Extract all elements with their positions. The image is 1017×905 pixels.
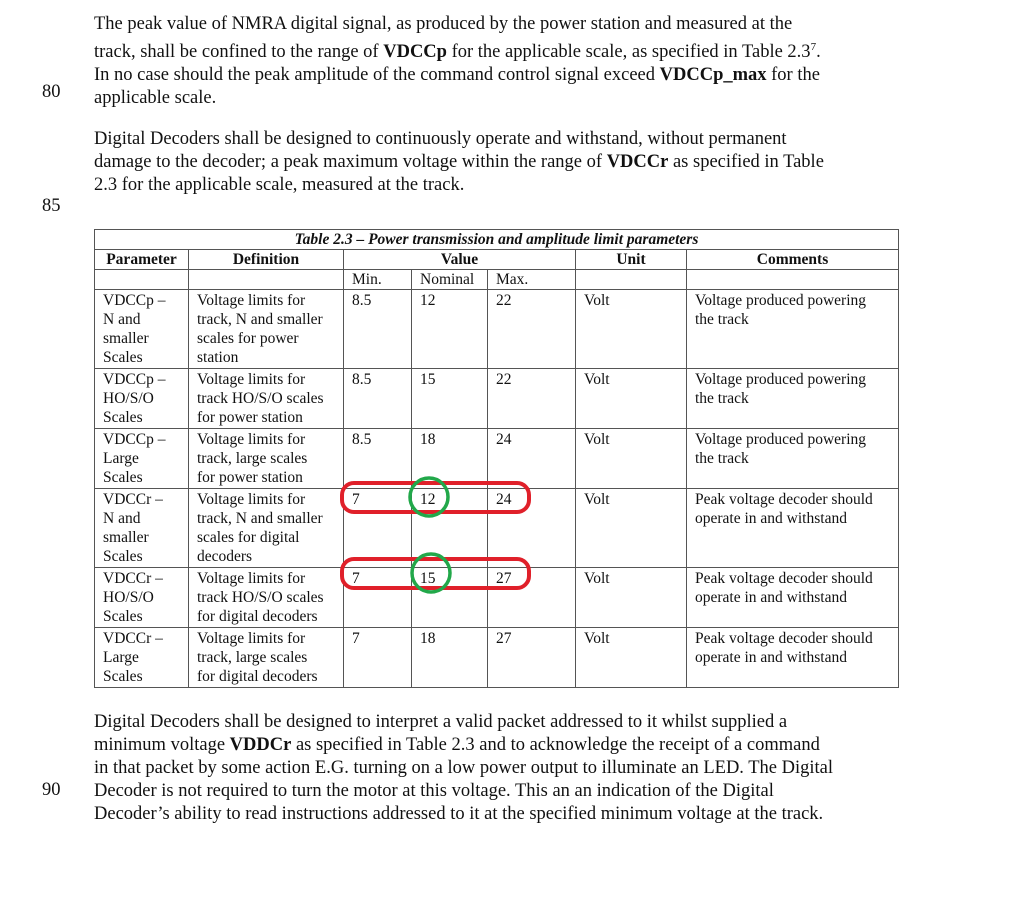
cell-min: 7 xyxy=(343,567,412,628)
text-line: Digital Decoders shall be designed to in… xyxy=(94,712,788,732)
empty-cell xyxy=(188,269,344,290)
line-number: 90 xyxy=(42,780,61,800)
text-line: minimum voltage VDDCr as specified in Ta… xyxy=(94,735,820,755)
empty-cell xyxy=(575,269,687,290)
cell-definition: Voltage limits for track HO/S/O scales f… xyxy=(188,567,344,628)
cell-nominal: 18 xyxy=(411,627,488,688)
cell-parameter: VDCCr – Large Scales xyxy=(94,627,189,688)
cell-max: 22 xyxy=(487,368,576,429)
subheader-nominal: Nominal xyxy=(411,269,488,290)
table-row: VDCCr – N and smaller Scales Voltage limi… xyxy=(94,488,899,568)
cell-max: 27 xyxy=(487,567,576,628)
text-line: In no case should the peak amplitude of … xyxy=(94,65,820,86)
cell-parameter: VDCCp – N and smaller Scales xyxy=(94,289,189,369)
cell-definition: Voltage limits for track, large scales f… xyxy=(188,627,344,688)
paragraph-decoder-withstand: Digital Decoders shall be designed to co… xyxy=(94,128,824,197)
text-line: Decoder’s ability to read instructions a… xyxy=(94,804,824,824)
cell-max: 27 xyxy=(487,627,576,688)
cell-max: 24 xyxy=(487,428,576,489)
cell-nominal: 12 xyxy=(411,289,488,369)
cell-parameter: VDCCr – HO/S/O Scales xyxy=(94,567,189,628)
header-definition: Definition xyxy=(188,249,344,270)
cell-min: 7 xyxy=(343,627,412,688)
text-line: 2.3 for the applicable scale, measured a… xyxy=(94,175,465,195)
text-line: damage to the decoder; a peak maximum vo… xyxy=(94,152,824,172)
cell-max: 24 xyxy=(487,488,576,568)
text-line: applicable scale. xyxy=(94,88,217,109)
cell-max: 22 xyxy=(487,289,576,369)
cell-definition: Voltage limits for track, N and smaller … xyxy=(188,488,344,568)
subheader-max: Max. xyxy=(487,269,576,290)
header-parameter: Parameter xyxy=(94,249,189,270)
cell-unit: Volt xyxy=(575,428,687,489)
cell-min: 8.5 xyxy=(343,368,412,429)
cell-definition: Voltage limits for track, N and smaller … xyxy=(188,289,344,369)
cell-unit: Volt xyxy=(575,627,687,688)
cell-unit: Volt xyxy=(575,368,687,429)
text-line: Decoder is not required to turn the moto… xyxy=(94,781,774,801)
table-header-row: Parameter Definition Value Unit Comments xyxy=(94,249,899,270)
line-number: 80 xyxy=(42,82,61,102)
text-line: in that packet by some action E.G. turni… xyxy=(94,758,833,778)
paragraph-minimum-voltage: Digital Decoders shall be designed to in… xyxy=(94,711,833,826)
text-line: Digital Decoders shall be designed to co… xyxy=(94,129,787,149)
header-unit: Unit xyxy=(575,249,687,270)
cell-definition: Voltage limits for track, large scales f… xyxy=(188,428,344,489)
cell-definition: Voltage limits for track HO/S/O scales f… xyxy=(188,368,344,429)
table-row: VDCCr – Large Scales Voltage limits for t… xyxy=(94,627,899,688)
cell-comments: Voltage produced powering the track xyxy=(686,368,899,429)
table-row: VDCCp – Large Scales Voltage limits for t… xyxy=(94,428,899,489)
cell-parameter: VDCCp – Large Scales xyxy=(94,428,189,489)
power-limits-table: Table 2.3 – Power transmission and ampli… xyxy=(94,229,899,688)
cell-min: 8.5 xyxy=(343,289,412,369)
text-line: The peak value of NMRA digital signal, a… xyxy=(94,14,793,34)
cell-nominal: 12 xyxy=(411,488,488,568)
empty-cell xyxy=(94,269,189,290)
table-row: VDCCr – HO/S/O Scales Voltage limits for … xyxy=(94,567,899,628)
subheader-min: Min. xyxy=(343,269,412,290)
cell-comments: Peak voltage decoder should operate in a… xyxy=(686,627,899,688)
cell-unit: Volt xyxy=(575,289,687,369)
cell-parameter: VDCCp – HO/S/O Scales xyxy=(94,368,189,429)
cell-nominal: 15 xyxy=(411,567,488,628)
cell-parameter: VDCCr – N and smaller Scales xyxy=(94,488,189,568)
cell-comments: Peak voltage decoder should operate in a… xyxy=(686,567,899,628)
cell-nominal: 15 xyxy=(411,368,488,429)
text-line: track, shall be confined to the range of… xyxy=(94,41,821,63)
cell-unit: Volt xyxy=(575,488,687,568)
cell-unit: Volt xyxy=(575,567,687,628)
table-subheader-row: Min. Nominal Max. xyxy=(94,269,899,290)
header-value: Value xyxy=(343,249,576,270)
paragraph-peak-value: The peak value of NMRA digital signal, a… xyxy=(94,13,821,110)
cell-nominal: 18 xyxy=(411,428,488,489)
table-row: VDCCp – HO/S/O Scales Voltage limits for … xyxy=(94,368,899,429)
cell-min: 7 xyxy=(343,488,412,568)
cell-comments: Voltage produced powering the track xyxy=(686,289,899,369)
empty-cell xyxy=(686,269,899,290)
cell-comments: Voltage produced powering the track xyxy=(686,428,899,489)
cell-min: 8.5 xyxy=(343,428,412,489)
table-row: VDCCp – N and smaller Scales Voltage limi… xyxy=(94,289,899,369)
cell-comments: Peak voltage decoder should operate in a… xyxy=(686,488,899,568)
line-number: 85 xyxy=(42,196,61,216)
header-comments: Comments xyxy=(686,249,899,270)
table-caption: Table 2.3 – Power transmission and ampli… xyxy=(94,229,899,250)
